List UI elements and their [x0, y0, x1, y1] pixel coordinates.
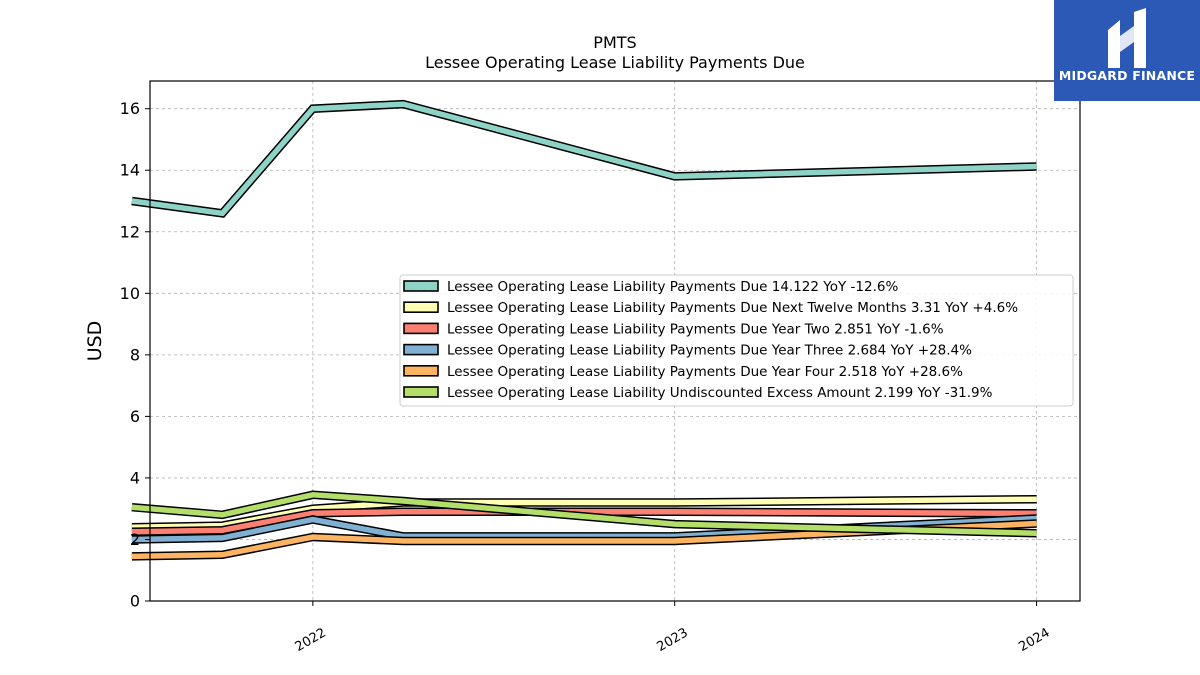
logo-text: MIDGARD FINANCE	[1058, 68, 1196, 83]
y-tick-label: 6	[130, 407, 140, 426]
legend-label-0: Lessee Operating Lease Liability Payment…	[447, 279, 898, 295]
x-tick-label: 2024	[1016, 625, 1052, 655]
midgard-finance-logo: MIDGARD FINANCE	[1054, 0, 1200, 101]
y-tick-label: 14	[120, 161, 140, 180]
series-lines	[131, 99, 1037, 561]
legend-label-5: Lessee Operating Lease Liability Undisco…	[447, 385, 993, 401]
legend-label-3: Lessee Operating Lease Liability Payment…	[447, 343, 972, 359]
series-line-2	[131, 509, 1037, 535]
y-tick-label: 0	[130, 592, 140, 611]
legend-swatch-1	[403, 301, 439, 314]
chart-title: PMTS	[593, 33, 636, 52]
legend-swatch-2	[403, 322, 439, 335]
x-tick-label: 2022	[293, 625, 329, 655]
plot-frame	[149, 80, 1081, 602]
legend: Lessee Operating Lease Liability Payment…	[399, 274, 1074, 407]
x-tick-label: 2023	[655, 625, 691, 655]
logo-mark-icon	[1108, 8, 1146, 68]
y-tick-label: 10	[120, 284, 140, 303]
legend-swatch-3	[403, 343, 439, 356]
legend-swatch-5	[403, 386, 439, 398]
legend-label-1: Lessee Operating Lease Liability Payment…	[447, 300, 1018, 316]
series-line-0	[131, 101, 1037, 217]
legend-swatch-0	[403, 280, 439, 292]
y-axis-label: USD	[84, 321, 106, 362]
series-line-4	[131, 520, 1037, 560]
legend-label-2: Lessee Operating Lease Liability Payment…	[447, 321, 944, 337]
legend-frame	[399, 274, 1074, 407]
y-tick-label: 12	[120, 222, 140, 241]
y-axis-ticks: 0 2 4 6 8 10 12 14 16	[120, 99, 150, 611]
x-axis-ticks: 2022 2023 2024	[293, 601, 1053, 655]
series-line-1	[131, 496, 1037, 530]
y-tick-label: 4	[130, 468, 140, 487]
y-tick-label: 2	[130, 530, 140, 549]
series-line-5	[131, 492, 1037, 537]
chart-subtitle: Lessee Operating Lease Liability Payment…	[425, 53, 805, 72]
y-tick-label: 16	[120, 99, 140, 118]
series-line-3	[131, 515, 1037, 543]
legend-swatch-4	[403, 364, 439, 377]
y-tick-label: 8	[130, 345, 140, 364]
legend-label-4: Lessee Operating Lease Liability Payment…	[447, 364, 963, 380]
